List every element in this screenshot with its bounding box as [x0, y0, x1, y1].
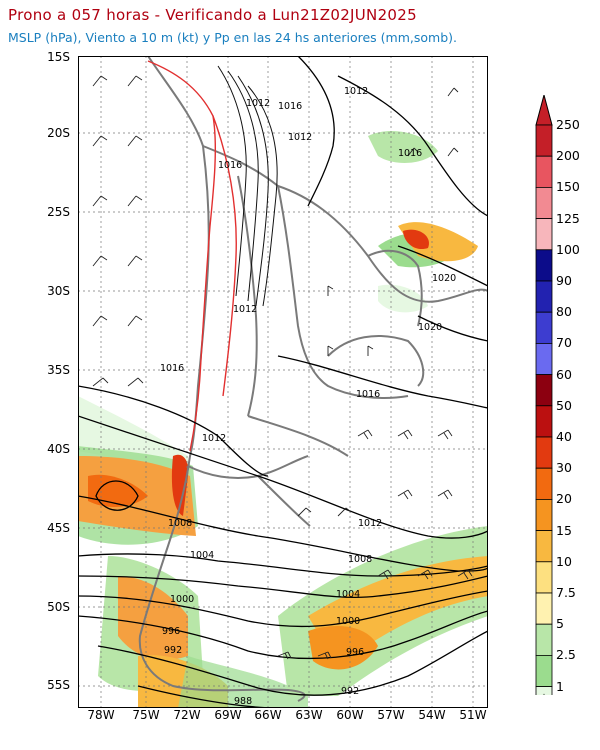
isobar-label: 1020: [418, 322, 442, 333]
colorbar-label: 20: [556, 491, 572, 507]
isobar-label: 988: [234, 696, 252, 707]
lon-label-54w: 54W: [418, 708, 446, 722]
colorbar-swatch: [535, 498, 553, 531]
lon-label-72w: 72W: [173, 708, 201, 722]
colorbar-swatch: [535, 655, 553, 688]
colorbar-swatch: [535, 342, 553, 375]
colorbar-swatch: [535, 280, 553, 313]
lat-label-40s: 40S: [47, 442, 70, 456]
lat-label-20s: 20S: [47, 126, 70, 140]
isobar-label: 1016: [218, 160, 242, 171]
colorbar-label: 7.5: [556, 585, 576, 600]
colorbar-label: 90: [556, 273, 572, 288]
lon-label-75w: 75W: [132, 708, 160, 722]
colorbar-swatch: [535, 374, 553, 407]
lon-label-60w: 60W: [336, 708, 364, 722]
lat-lon-grid: [78, 56, 488, 708]
colorbar-swatch: [535, 623, 553, 656]
colorbar-swatch: [535, 218, 553, 251]
colorbar-label: 80: [556, 304, 572, 320]
isobar-label: 1000: [170, 594, 194, 605]
colorbar-swatch: [535, 686, 553, 695]
colorbar-swatch: [535, 436, 553, 469]
isobar-label: 992: [164, 645, 182, 656]
isobar-label: 1012: [288, 132, 312, 143]
isobar-label: 1020: [432, 273, 456, 284]
lat-label-35s: 35S: [47, 363, 70, 377]
colorbar-swatch: [535, 249, 553, 282]
map-frame: [78, 56, 488, 708]
isobar-label: 1012: [358, 518, 382, 529]
isobar-label: 1012: [344, 86, 368, 97]
precipitation-colorbar: [535, 95, 553, 695]
lat-label-25s: 25S: [47, 205, 70, 219]
colorbar-swatch: [535, 311, 553, 344]
colorbar-label: 1: [556, 678, 564, 694]
andes-isobars: [217, 65, 278, 307]
isobar-label: 1004: [336, 589, 360, 600]
lon-label-57w: 57W: [377, 708, 405, 722]
lat-label-30s: 30S: [47, 284, 70, 298]
colorbar-swatch: [535, 530, 553, 563]
colorbar-swatch: [535, 155, 553, 188]
colorbar-label: 10: [556, 553, 572, 569]
lat-label-50s: 50S: [47, 600, 70, 614]
colorbar-label: 60: [556, 366, 572, 382]
isobar-label: 1012: [246, 98, 270, 109]
lon-label-66w: 66W: [254, 708, 282, 722]
isobar-label: 1004: [190, 550, 214, 561]
colorbar-label: 125: [556, 210, 580, 226]
lon-label-69w: 69W: [214, 708, 242, 722]
isobar-label: 1016: [356, 389, 380, 400]
colorbar-swatch: [535, 124, 553, 157]
map-title: Prono a 057 horas - Verificando a Lun21Z…: [8, 6, 417, 24]
colorbar-label: 50: [556, 397, 572, 413]
andes-contour: [147, 60, 237, 452]
colorbar-swatch: [535, 592, 553, 625]
map-subtitle: MSLP (hPa), Viento a 10 m (kt) y Pp en l…: [8, 30, 457, 45]
coastline-borders: [138, 56, 488, 702]
isobar-label: 1008: [348, 554, 372, 565]
colorbar-label: 2.5: [556, 647, 576, 663]
isobar-label: 1012: [202, 433, 226, 444]
colorbar-swatch: [535, 561, 553, 594]
colorbar-label: 100: [556, 241, 580, 257]
colorbar-swatch: [535, 405, 553, 438]
colorbar-label: 15: [556, 522, 572, 538]
lat-label-55s: 55S: [47, 678, 70, 692]
isobar-label: 996: [162, 626, 180, 637]
colorbar-label: 250: [556, 117, 580, 132]
isobar-label: 1008: [168, 518, 192, 529]
colorbar-label: 40: [556, 429, 572, 444]
lat-label-45s: 45S: [47, 521, 70, 535]
lon-label-63w: 63W: [295, 708, 323, 722]
colorbar-label: 200: [556, 148, 580, 164]
colorbar-swatch: [535, 467, 553, 500]
wind-barbs: [92, 75, 473, 660]
lat-label-15s: 15S: [47, 50, 70, 64]
colorbar-swatch: [535, 187, 553, 220]
isobar-label: 1012: [233, 304, 257, 315]
colorbar-top-arrow: [535, 95, 553, 126]
colorbar-label: 5: [556, 616, 564, 632]
colorbar-label: 30: [556, 460, 572, 476]
isobar-label: 996: [346, 647, 364, 658]
forecast-map: 1012 1016 1012 1012 1016 1016 1020 1020 …: [78, 56, 488, 708]
isobar-label: 1016: [160, 363, 184, 374]
lon-label-51w: 51W: [459, 708, 487, 722]
colorbar-label: 150: [556, 179, 580, 195]
isobar-label: 1000: [336, 616, 360, 627]
isobar-label: 1016: [278, 101, 302, 112]
isobar-label: 992: [341, 686, 359, 697]
colorbar-label: 70: [556, 335, 572, 351]
lon-label-78w: 78W: [87, 708, 115, 722]
isobar-label: 1016: [398, 148, 422, 159]
